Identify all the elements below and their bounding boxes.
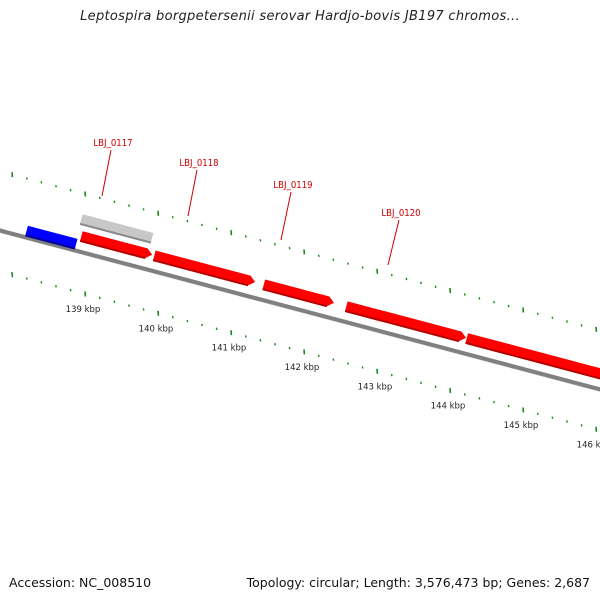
gene-LBJ_0119 (262, 279, 334, 308)
gene-labels: LBJ_0117 LBJ_0118 LBJ_0119 LBJ_0120 (93, 138, 420, 219)
backbone-line (0, 228, 600, 392)
scale-label-142: 142 kbp (285, 363, 320, 373)
gene-arrow (80, 231, 153, 259)
gene-arrow (25, 225, 78, 249)
gene-arrow (345, 301, 467, 342)
leader-LBJ_0119 (280, 191, 292, 241)
gene-arrow-shadow (262, 288, 328, 308)
scale-label-144: 144 kbp (431, 402, 466, 412)
gene-arrow (153, 250, 256, 286)
accession-label: Accession: NC_008510 (9, 575, 152, 590)
gene-LBJ_0120 (344, 301, 467, 343)
gene-label-LBJ_0118: LBJ_0118 (179, 158, 218, 169)
map-title: Leptospira borgpetersenii serovar Hardjo… (80, 9, 520, 24)
gene-arrow-shadow (79, 239, 146, 260)
inner-tick-row (11, 272, 598, 432)
gene-g-gray (79, 214, 154, 244)
gene-arrow (80, 214, 154, 243)
gene-LBJ_0117 (79, 231, 153, 260)
gene-arrow (262, 279, 334, 307)
scale-label-141: 141 kbp (212, 344, 247, 354)
gene-track (25, 214, 600, 387)
gene-arrow-shadow (152, 259, 249, 287)
topology-label: Topology: circular; Length: 3,576,473 bp… (246, 575, 590, 590)
scale-label-139: 139 kbp (66, 305, 101, 315)
outer-tick-row (11, 172, 598, 332)
gene-label-LBJ_0117: LBJ_0117 (93, 138, 132, 149)
scale-label-140: 140 kbp (139, 324, 174, 334)
gene-g-blue (25, 225, 78, 250)
scale-label-143: 143 kbp (358, 382, 393, 392)
scale-labels: 139 kbp 140 kbp 141 kbp 142 kbp 143 kbp 144 k… (66, 305, 600, 450)
gene-label-LBJ_0119: LBJ_0119 (273, 180, 312, 191)
gene-arrow (465, 333, 600, 386)
gene-g-0121 (465, 333, 600, 387)
gene-label-LBJ_0120: LBJ_0120 (381, 208, 420, 219)
gene-arrow-shadow (465, 341, 600, 387)
chromosome-backbone (0, 228, 600, 392)
gene-arrow-shadow (344, 310, 460, 343)
scale-label-145: 145 kbp (504, 421, 539, 431)
gene-arrow-shadow (79, 222, 152, 244)
gene-arrow-shadow (25, 234, 76, 250)
gene-LBJ_0118 (152, 250, 256, 287)
leader-LBJ_0120 (387, 219, 400, 266)
leader-LBJ_0118 (187, 169, 198, 217)
scale-label-146: 146 kbp (577, 440, 600, 450)
leader-LBJ_0117 (101, 149, 112, 197)
gene-label-leaders (101, 149, 400, 266)
